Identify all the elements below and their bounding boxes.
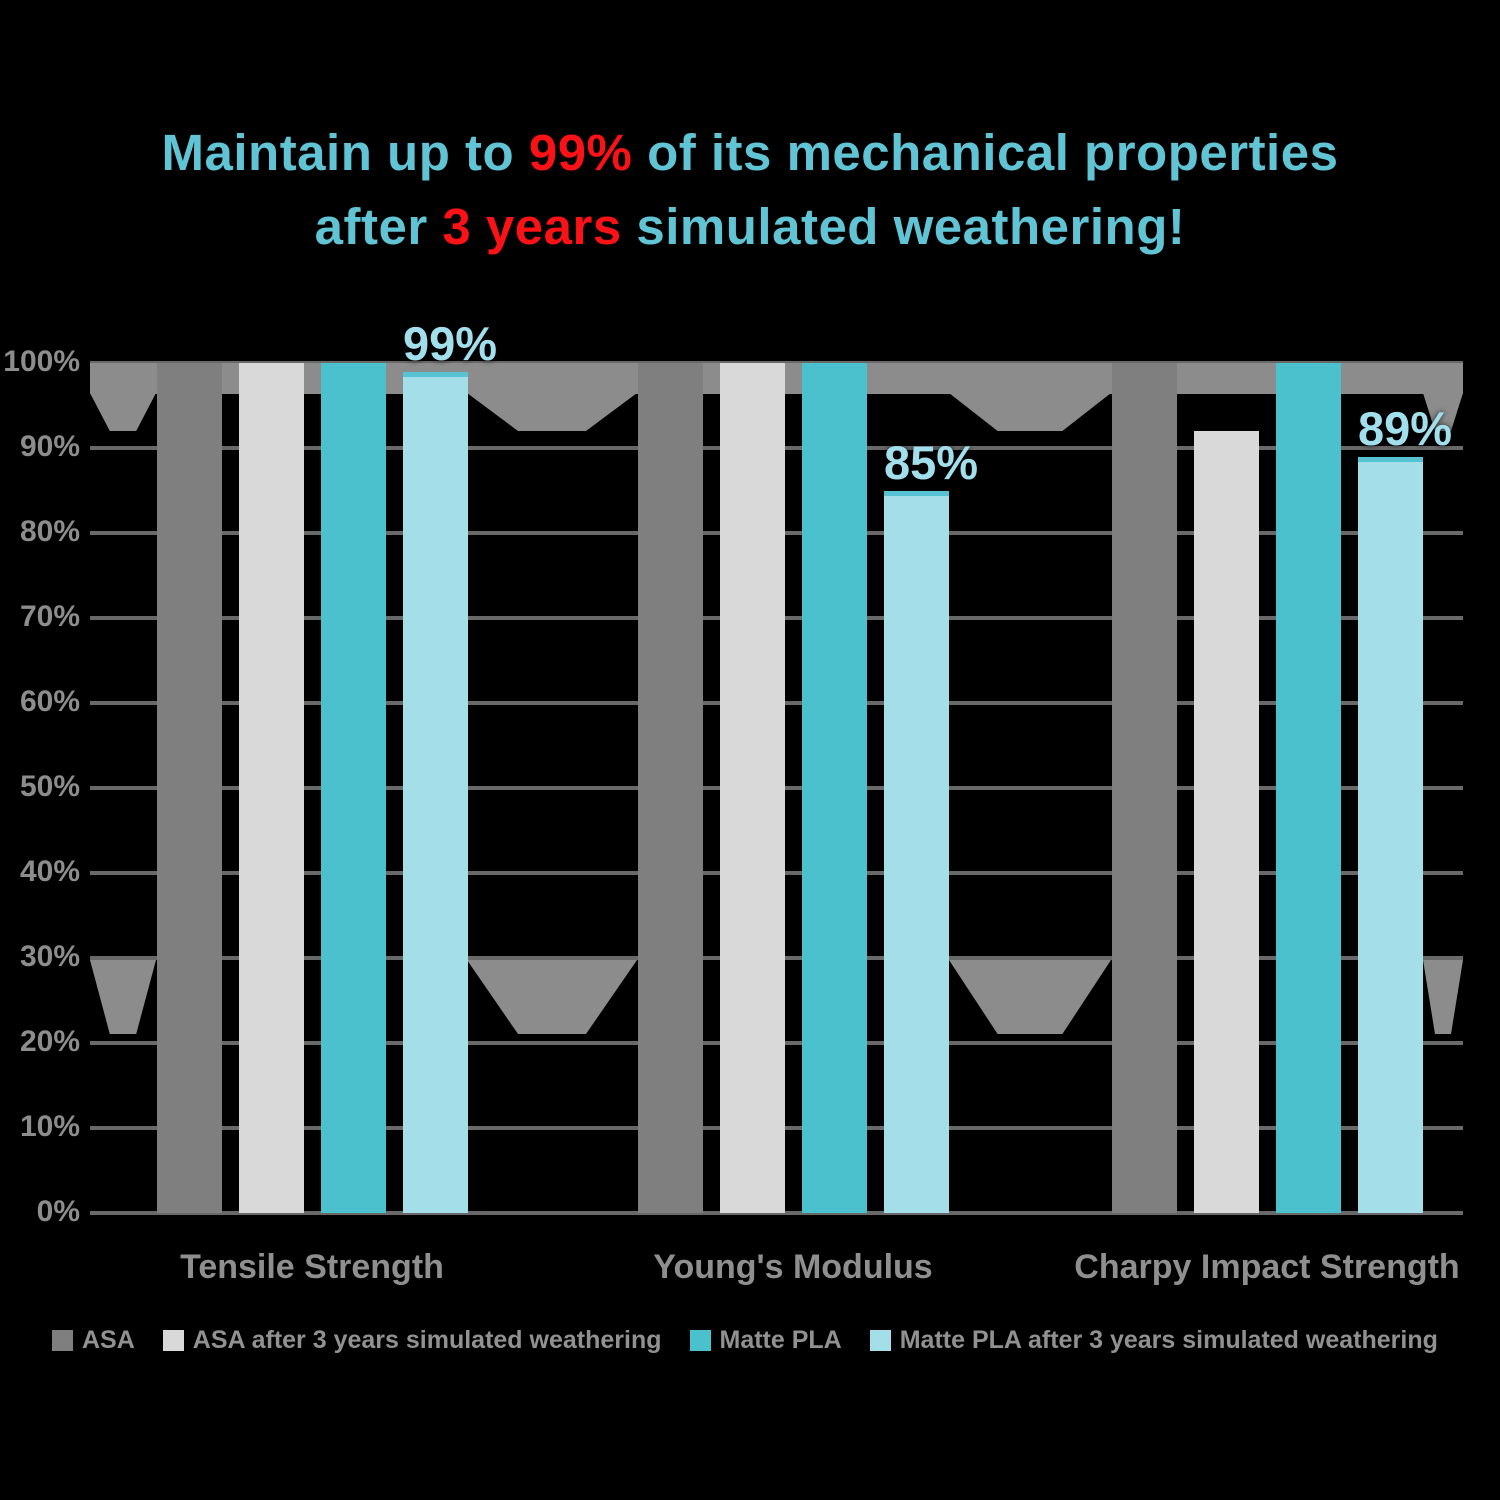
decor-notch-30pct-2: [467, 960, 637, 1034]
y-axis-tick-label: 100%: [3, 345, 80, 378]
legend-item-4: Matte PLA after 3 years simulated weathe…: [869, 1326, 1438, 1355]
decor-notch-top-2: [467, 393, 637, 431]
title-segment: after: [314, 197, 443, 255]
decor-notch-top-1: [90, 393, 156, 431]
y-axis-tick-label: 20%: [19, 1025, 80, 1058]
legend-item-1: ASA: [52, 1326, 135, 1355]
title-segment: simulated weathering!: [621, 197, 1186, 255]
y-axis-tick-label: 70%: [19, 600, 80, 633]
y-axis-tick-label: 30%: [19, 940, 80, 973]
data-label-99%: 99%: [402, 316, 498, 370]
title-highlight-3-years: 3 years: [442, 197, 622, 255]
data-label-89%: 89%: [1357, 401, 1453, 455]
title-line-1: Maintain up to 99% of its mechanical pro…: [0, 116, 1500, 190]
legend-swatch-icon: [52, 1330, 73, 1351]
bar-series4-category2: [883, 490, 949, 1213]
bar-series4-category1: [402, 371, 468, 1213]
decor-notch-top-3: [949, 393, 1111, 431]
title-segment: of its mechanical properties: [632, 124, 1339, 181]
title-segment: Maintain up to: [161, 124, 529, 181]
y-axis-tick-label: 60%: [19, 685, 80, 718]
legend-label: Matte PLA: [719, 1326, 842, 1354]
legend-item-2: ASA after 3 years simulated weathering: [162, 1326, 662, 1355]
bar-series3-category2: [801, 363, 867, 1213]
legend-label: Matte PLA after 3 years simulated weathe…: [899, 1326, 1438, 1354]
y-axis-tick-label: 90%: [19, 430, 80, 463]
bar-series1-category3: [1111, 363, 1177, 1213]
y-axis-tick-label: 40%: [19, 855, 80, 888]
y-axis-tick-label: 50%: [19, 770, 80, 803]
legend-swatch-icon: [689, 1330, 711, 1351]
bar-series3-category1: [320, 363, 386, 1213]
legend-label: ASA: [82, 1326, 135, 1354]
y-axis-tick-label: 80%: [19, 515, 80, 548]
legend: ASA ASA after 3 years simulated weatherin…: [52, 1326, 1438, 1355]
decor-notch-30pct-1: [90, 960, 156, 1034]
decor-notch-30pct-3: [949, 960, 1111, 1034]
legend-swatch-icon: [869, 1330, 891, 1351]
data-label-85%: 85%: [883, 435, 979, 489]
bar-series1-category1: [156, 363, 222, 1213]
gridline-0%: [90, 1211, 1463, 1215]
chart-title: Maintain up to 99% of its mechanical pro…: [0, 116, 1500, 264]
bar-series2-category2: [719, 363, 785, 1213]
y-axis-tick-label: 10%: [19, 1110, 80, 1143]
title-line-2: after 3 years simulated weathering!: [0, 190, 1500, 264]
category-label: Young's Modulus: [653, 1248, 933, 1286]
bar-series1-category2: [637, 363, 703, 1213]
legend-swatch-icon: [162, 1330, 184, 1351]
y-axis-tick-label: 0%: [36, 1195, 80, 1228]
bar-series2-category1: [238, 363, 304, 1213]
category-label: Tensile Strength: [180, 1248, 444, 1286]
legend-label: ASA after 3 years simulated weathering: [192, 1326, 662, 1354]
bar-series4-category3: [1357, 456, 1423, 1213]
legend-item-3: Matte PLA: [689, 1326, 842, 1355]
bar-series2-category3: [1193, 431, 1259, 1213]
decor-notch-30pct-4: [1423, 960, 1463, 1034]
title-highlight-99: 99%: [528, 124, 633, 181]
category-label: Charpy Impact Strength: [1074, 1248, 1460, 1286]
bar-series3-category3: [1275, 363, 1341, 1213]
